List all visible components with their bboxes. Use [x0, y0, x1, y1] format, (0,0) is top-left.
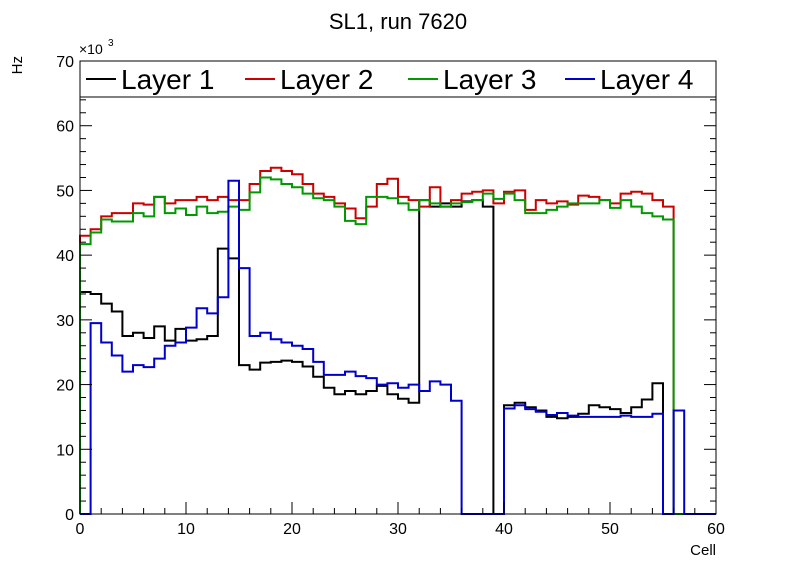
y-tick-label: 30 — [56, 313, 74, 330]
series-line-3 — [79, 176, 716, 515]
legend-label-4: Layer 4 — [600, 64, 693, 95]
x-axis-label: Cell — [690, 542, 716, 559]
y-multiplier-base: ×10 — [79, 41, 103, 57]
plot-area — [79, 166, 716, 515]
legend-label-1: Layer 1 — [121, 64, 214, 95]
x-tick-label: 10 — [177, 521, 195, 538]
y-tick-label: 40 — [56, 248, 74, 265]
x-tick-label: 40 — [495, 521, 513, 538]
legend-label-3: Layer 3 — [443, 64, 536, 95]
y-tick-label: 70 — [56, 54, 74, 71]
x-tick-label: 60 — [707, 521, 725, 538]
y-multiplier-exponent: 3 — [108, 38, 114, 49]
y-tick-label: 50 — [56, 183, 74, 200]
x-tick-label: 30 — [389, 521, 407, 538]
y-axis-label: Hz — [9, 56, 26, 74]
legend-box — [79, 60, 717, 98]
y-tick-label: 20 — [56, 378, 74, 395]
x-tick-label: 50 — [601, 521, 619, 538]
y-tick-label: 60 — [56, 119, 74, 136]
chart-title: SL1, run 7620 — [329, 9, 467, 34]
y-tick-label: 10 — [56, 442, 74, 459]
y-tick-label: 0 — [65, 507, 74, 524]
legend-label-2: Layer 2 — [280, 64, 373, 95]
legend: Layer 1 Layer 2 Layer 3 Layer 4 — [79, 60, 717, 98]
series-line-2 — [79, 166, 716, 515]
series-line-1 — [79, 199, 716, 515]
x-tick-label: 20 — [283, 521, 301, 538]
series-line-4 — [80, 179, 716, 515]
x-tick-label: 0 — [76, 521, 85, 538]
y-multiplier: ×10 3 — [79, 38, 114, 57]
